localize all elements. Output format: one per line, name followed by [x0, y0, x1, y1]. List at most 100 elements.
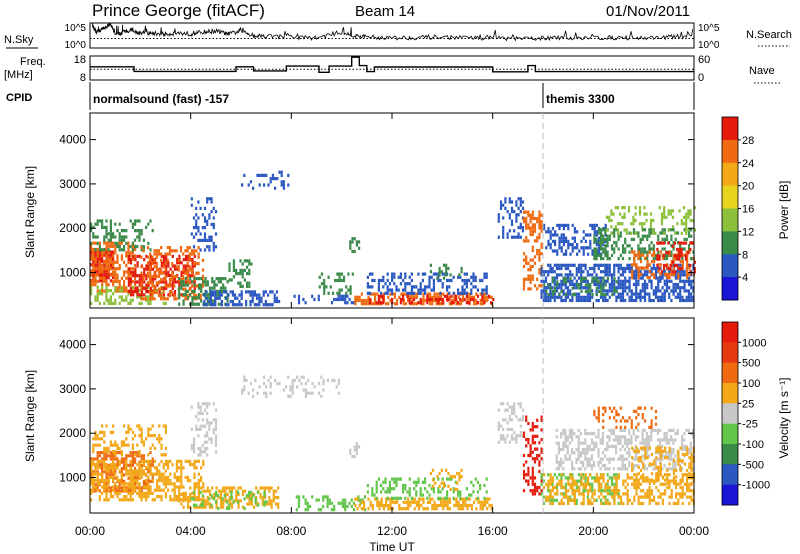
power-cell: [538, 213, 541, 217]
velocity-cell: [322, 498, 325, 502]
power-cell: [136, 293, 139, 297]
velocity-cell: [151, 457, 154, 461]
power-cell: [564, 273, 567, 277]
power-cell: [616, 222, 620, 226]
power-cell: [497, 235, 500, 239]
velocity-cell: [175, 495, 178, 499]
velocity-cell: [297, 501, 301, 505]
power-cell: [672, 260, 676, 264]
power-cell: [205, 290, 208, 294]
power-cell: [146, 262, 150, 266]
power-cell: [232, 275, 235, 279]
velocity-cell: [98, 489, 101, 493]
velocity-cell: [140, 463, 143, 467]
velocity-cell: [642, 489, 645, 493]
velocity-cell: [613, 473, 616, 477]
power-cell: [323, 282, 326, 286]
power-cell: [162, 293, 166, 297]
power-cell: [149, 290, 152, 294]
power-cell: [610, 282, 614, 287]
power-cell: [515, 219, 518, 223]
power-cell: [670, 272, 673, 276]
velocity-cell: [422, 497, 425, 501]
power-cell: [673, 241, 677, 245]
velocity-cell: [202, 463, 205, 467]
power-cell: [258, 303, 261, 307]
power-cell: [637, 279, 640, 283]
power-cell: [206, 245, 209, 249]
velocity-cell: [103, 457, 106, 461]
y-tick-label: 2000: [59, 221, 86, 235]
power-cell: [219, 286, 223, 290]
power-cell: [525, 220, 528, 224]
power-cell: [138, 232, 141, 236]
velocity-cell: [285, 385, 288, 389]
power-cell: [149, 265, 152, 269]
velocity-cell: [214, 424, 218, 428]
velocity-cell: [371, 493, 374, 497]
power-cell: [134, 238, 137, 242]
power-cell: [608, 234, 611, 238]
velocity-cell: [289, 388, 292, 392]
power-cell: [160, 254, 163, 258]
velocity-cell: [109, 473, 112, 477]
power-cell: [595, 293, 598, 297]
power-cell: [554, 230, 557, 234]
power-cell: [273, 299, 276, 304]
power-cell: [598, 243, 601, 247]
velocity-cell: [233, 486, 236, 490]
power-cell: [567, 239, 570, 243]
power-cell: [116, 286, 119, 290]
power-cell: [610, 273, 614, 277]
power-cell: [182, 302, 185, 306]
power-cell: [608, 273, 611, 277]
power-cell: [549, 243, 552, 247]
power-cell: [628, 298, 631, 303]
velocity-cell: [114, 463, 117, 467]
power-cell: [619, 279, 622, 283]
power-cell: [144, 297, 147, 301]
velocity-cell: [269, 385, 272, 389]
velocity-cell: [353, 445, 356, 449]
power-cell: [103, 253, 106, 257]
power-cell: [646, 273, 649, 277]
velocity-cell: [549, 489, 552, 493]
power-cell: [575, 279, 578, 283]
power-cell: [256, 173, 259, 177]
velocity-cell: [201, 450, 204, 454]
power-cell: [165, 280, 168, 284]
velocity-cell: [120, 472, 123, 476]
velocity-cell: [140, 475, 143, 479]
velocity-cell: [376, 500, 379, 504]
velocity-cell: [208, 424, 211, 428]
power-cell: [109, 263, 112, 267]
power-cell: [575, 292, 578, 296]
power-cell: [317, 294, 320, 298]
power-cell: [604, 298, 607, 303]
velocity-cell: [408, 490, 411, 494]
power-cell: [473, 302, 476, 306]
power-cell: [536, 216, 539, 221]
power-cell: [238, 299, 241, 304]
velocity-cell: [236, 490, 240, 494]
power-cell: [676, 247, 679, 252]
power-cell: [672, 266, 676, 270]
velocity-cell: [261, 502, 264, 506]
power-cell: [470, 291, 473, 295]
power-cell: [680, 222, 683, 226]
power-cell: [96, 251, 99, 255]
power-cell: [657, 279, 660, 283]
velocity-cell: [341, 501, 345, 505]
power-cell: [450, 278, 453, 283]
power-cell: [639, 237, 642, 241]
power-cell: [657, 269, 660, 273]
power-cell: [522, 216, 526, 221]
power-cell: [147, 301, 150, 305]
power-cell: [531, 216, 534, 221]
velocity-cell: [479, 487, 482, 491]
velocity-cell: [504, 418, 507, 422]
velocity-cell: [147, 488, 150, 492]
power-cell: [564, 295, 567, 299]
power-cell: [608, 218, 611, 223]
velocity-cell: [98, 498, 101, 502]
